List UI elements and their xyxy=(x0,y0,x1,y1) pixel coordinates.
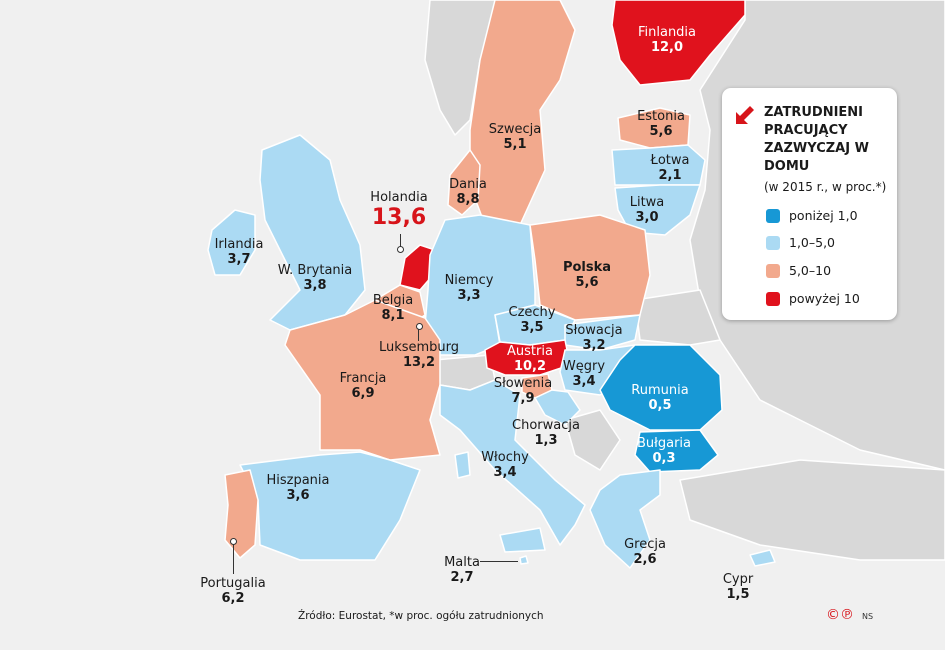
country-finlandia xyxy=(611,0,746,86)
country-hiszpania xyxy=(239,451,421,561)
label-lotwa: Łotwa 2,1 xyxy=(650,153,690,183)
label-niemcy: Niemcy 3,3 xyxy=(444,273,494,303)
label-malta: Malta 2,7 xyxy=(444,555,480,585)
legend-subtitle: (w 2015 r., w proc.*) xyxy=(764,180,887,194)
label-slowenia: Słowenia 7,9 xyxy=(493,376,553,406)
country-bulgaria xyxy=(634,429,719,473)
country-rumunia xyxy=(599,344,723,431)
country-irlandia xyxy=(207,209,256,276)
label-luksemburg: Luksemburg 13,2 xyxy=(378,340,460,370)
label-wlochy: Włochy 3,4 xyxy=(481,450,529,480)
source-note: Źródło: Eurostat, *w proc. ogółu zatrudn… xyxy=(298,610,544,622)
label-wbrytania: W. Brytania 3,8 xyxy=(277,263,353,293)
country-francja xyxy=(284,299,441,461)
country-dania xyxy=(447,149,481,216)
country-wlochy xyxy=(454,451,471,479)
country-wlochy xyxy=(439,379,586,546)
country-wbrytania xyxy=(259,134,366,331)
legend-item: 1,0–5,0 xyxy=(766,235,835,250)
label-slowacja: Słowacja 3,2 xyxy=(565,323,623,353)
author: NS xyxy=(862,612,874,621)
country-portugalia xyxy=(224,469,259,559)
label-rumunia: Rumunia 0,5 xyxy=(631,383,689,413)
legend-title: Zatrudnieni pracujący zazwyczaj w domu xyxy=(764,105,869,174)
label-chorwacja: Chorwacja 1,3 xyxy=(512,418,580,448)
legend-swatch xyxy=(766,291,780,306)
legend-item: powyżej 10 xyxy=(766,291,860,306)
label-wegry: Węgry 3,4 xyxy=(562,359,606,389)
label-austria: Austria 10,2 xyxy=(507,344,553,374)
country-lotwa xyxy=(611,144,706,186)
legend-swatch xyxy=(766,263,780,278)
label-irlandia: Irlandia 3,7 xyxy=(214,237,264,267)
legend-item: poniżej 1,0 xyxy=(766,208,858,223)
label-holandia: Holandia 13,6 xyxy=(370,190,428,230)
country-szwecja xyxy=(469,0,576,226)
country-wlochy xyxy=(499,527,546,553)
label-bulgaria: Bułgaria 0,3 xyxy=(637,436,691,466)
label-belgia: Belgia 8,1 xyxy=(372,293,414,323)
label-estonia: Estonia 5,6 xyxy=(637,109,685,139)
label-czechy: Czechy 3,5 xyxy=(508,305,556,335)
label-polska: Polska 5,6 xyxy=(562,260,612,290)
label-dania: Dania 8,8 xyxy=(449,177,487,207)
label-hiszpania: Hiszpania 3,6 xyxy=(266,473,330,503)
legend-swatch xyxy=(766,208,780,223)
legend-swatch xyxy=(766,235,780,250)
label-finlandia: Finlandia 12,0 xyxy=(637,25,697,55)
country-malta xyxy=(519,555,529,565)
country-chorwacja xyxy=(534,389,581,426)
label-grecja: Grecja 2,6 xyxy=(624,537,666,567)
label-litwa: Litwa 3,0 xyxy=(629,195,665,225)
legend-item: 5,0–10 xyxy=(766,263,831,278)
copyright-icon: ©℗ xyxy=(826,607,854,623)
arrow-down-left-icon xyxy=(736,106,754,124)
label-cypr: Cypr 1,5 xyxy=(722,572,754,602)
country-grecja xyxy=(589,469,661,569)
country-litwa xyxy=(614,184,701,236)
country-cypr xyxy=(749,549,776,567)
label-portugalia: Portugalia 6,2 xyxy=(200,576,266,606)
label-szwecja: Szwecja 5,1 xyxy=(488,122,542,152)
legend: Zatrudnieni pracujący zazwyczaj w domu (… xyxy=(722,88,897,320)
label-francja: Francja 6,9 xyxy=(339,371,387,401)
